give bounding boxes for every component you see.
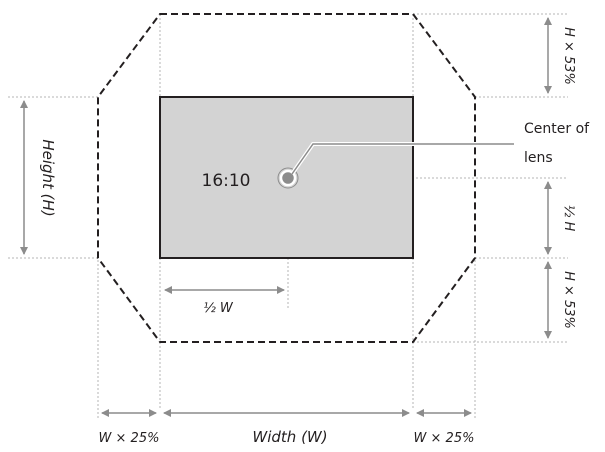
height-label: Height (H) xyxy=(39,139,57,216)
guide-lines xyxy=(8,13,568,420)
lens-center xyxy=(277,167,299,189)
width-label: Width (W) xyxy=(252,428,327,446)
center-of-lens-label-line2: lens xyxy=(524,150,553,166)
half-height-label: ½ H xyxy=(561,205,576,232)
half-width-label: ½ W xyxy=(203,301,234,316)
top-shift-label: H × 53% xyxy=(561,27,576,85)
screen-rectangle xyxy=(159,96,414,259)
left-shift-label: W × 25% xyxy=(99,431,160,446)
center-of-lens-label-line1: Center of xyxy=(524,121,590,137)
right-shift-label: W × 25% xyxy=(414,431,475,446)
bottom-shift-label: H × 53% xyxy=(561,271,576,329)
lens-shift-range-outline xyxy=(97,13,476,343)
aspect-ratio-label: 16:10 xyxy=(202,171,251,191)
